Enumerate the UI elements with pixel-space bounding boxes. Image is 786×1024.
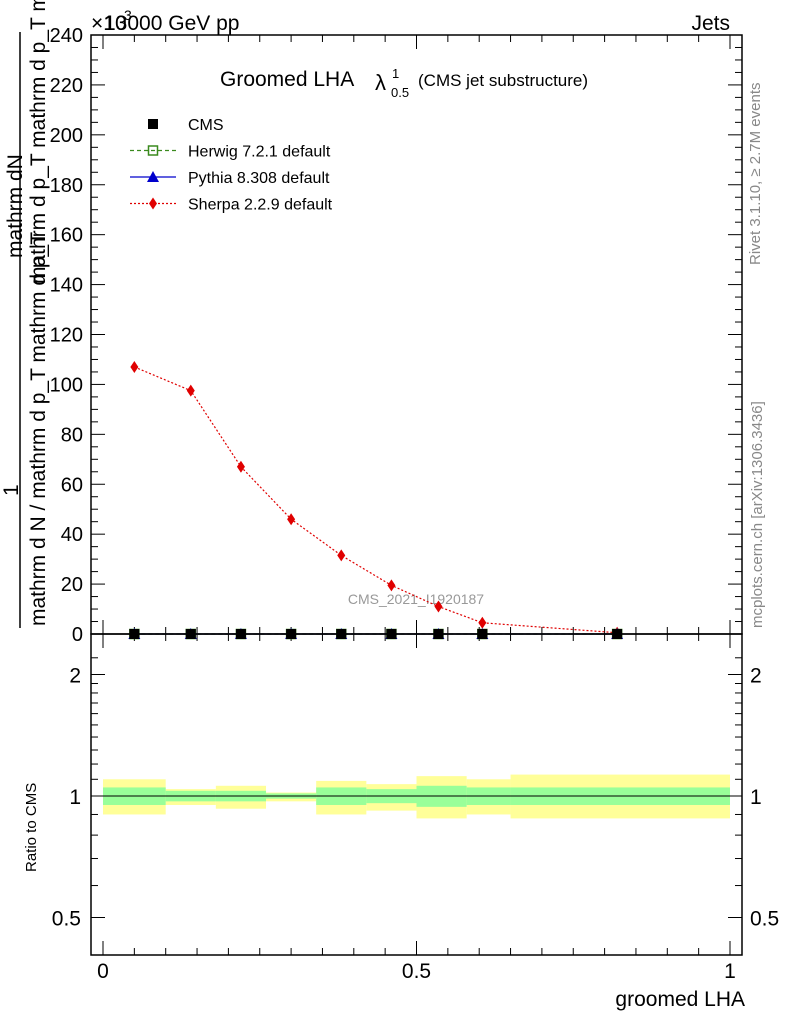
- legend-label: Herwig 7.2.1 default: [188, 144, 331, 161]
- data-point-3-4: [337, 549, 346, 562]
- y-tick-label: 160: [50, 225, 83, 247]
- y-tick-label: 140: [50, 275, 83, 297]
- header-jets: Jets: [691, 12, 730, 35]
- ratio-frame: [90, 633, 743, 956]
- exponent-value: 3: [124, 7, 132, 23]
- x-tick-label: 1: [724, 960, 736, 983]
- ratio-axes: 0.5 0.5 1 1 2 2 0 0.5 1: [52, 634, 779, 983]
- ratio-y-label: Ratio to CMS: [23, 783, 40, 872]
- chart-title: Groomed LHA λ 1 0.5 (CMS jet substructur…: [220, 66, 588, 100]
- ratio-tick-label-right: 0.5: [750, 908, 779, 931]
- y-tick-label: 180: [50, 175, 83, 197]
- analysis-watermark: CMS_2021_I1920187: [348, 591, 484, 607]
- data-point-3-2: [236, 460, 245, 473]
- x-tick-label: 0.5: [402, 960, 431, 983]
- y-tick-label: 40: [61, 524, 83, 546]
- data-point-3-6: [434, 600, 443, 613]
- y-tick-label: 240: [50, 25, 83, 47]
- y-tick-label: 80: [61, 424, 83, 446]
- y-tick-label: 120: [50, 325, 83, 347]
- y-tick-label: 220: [50, 75, 83, 97]
- title-sub: 0.5: [391, 85, 409, 100]
- y-label-mid: mathrm d p_T mathrm d p_T mathrm d lambd…: [27, 0, 50, 284]
- data-point-3-1: [186, 384, 195, 397]
- exponent-prefix: ×10: [91, 12, 127, 35]
- legend: CMS Herwig 7.2.1 default Pythia 8.308 defa…: [130, 117, 333, 214]
- legend-item: Herwig 7.2.1 default: [130, 144, 331, 161]
- legend-label: Pythia 8.308 default: [188, 170, 330, 187]
- legend-item: CMS: [148, 117, 224, 134]
- data-point-3-3: [287, 513, 296, 526]
- mcplots-label: mcplots.cern.ch [arXiv:1306.3436]: [749, 401, 766, 628]
- data-point-3-0: [130, 360, 139, 373]
- legend-marker: [147, 171, 159, 182]
- title-lambda: λ: [375, 70, 386, 95]
- y-label-top: mathrm dN: [4, 154, 27, 258]
- x-axis-label: groomed LHA: [615, 988, 745, 1011]
- main-axes: 0 20 40 60 80 100 120 140 160 180 200 220 240: [50, 25, 742, 646]
- header-energy: 13000 GeV pp: [104, 12, 239, 35]
- legend-marker: [149, 197, 157, 210]
- legend-marker: [147, 145, 159, 156]
- data-point-3-7: [478, 616, 487, 629]
- legend-item: Sherpa 2.2.9 default: [130, 197, 333, 214]
- y-label-denominator: mathrm d N / mathrm d p_T mathrm d p_T: [27, 232, 50, 626]
- rivet-label: Rivet 3.1.10, ≥ 2.7M events: [747, 83, 764, 266]
- y-tick-label: 60: [61, 474, 83, 496]
- legend-label: Sherpa 2.2.9 default: [188, 197, 333, 214]
- data-point-3-5: [387, 579, 396, 592]
- legend-item: Pythia 8.308 default: [130, 170, 330, 187]
- title-main: Groomed LHA: [220, 68, 354, 91]
- ratio-tick-label: 2: [69, 665, 81, 688]
- y-tick-label: 20: [61, 574, 83, 596]
- ratio-tick-label: 0.5: [52, 908, 81, 931]
- ratio-tick-label-right: 2: [750, 665, 762, 688]
- y-tick-label: 200: [50, 125, 83, 147]
- ratio-uncertainty-bands: [103, 774, 730, 819]
- y-tick-label: 0: [72, 624, 83, 646]
- x-tick-label: 0: [97, 960, 109, 983]
- ratio-tick-label: 1: [69, 786, 81, 809]
- y-label-numerator: 1: [0, 484, 23, 496]
- title-note: (CMS jet substructure): [418, 71, 588, 90]
- ratio-tick-label-right: 1: [750, 786, 762, 809]
- title-sup: 1: [392, 66, 399, 81]
- legend-marker: [148, 119, 158, 129]
- y-tick-label: 100: [50, 374, 83, 396]
- legend-label: CMS: [188, 117, 224, 134]
